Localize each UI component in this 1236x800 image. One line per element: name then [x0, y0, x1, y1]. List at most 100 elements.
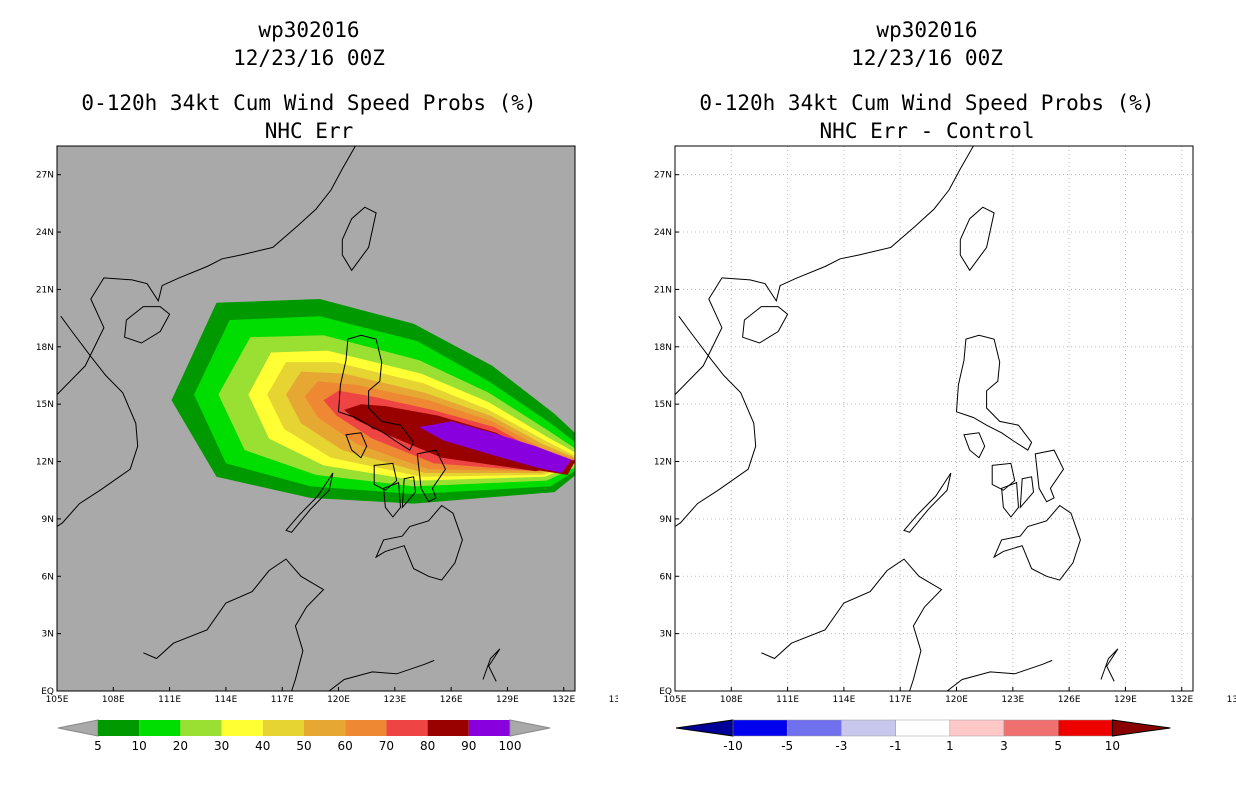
lon-tick-label: 132E — [552, 695, 575, 705]
lat-tick-label: EQ — [659, 687, 672, 697]
coast-palawan — [285, 472, 334, 533]
lon-tick-label: 111E — [776, 695, 799, 705]
coast-taiwan — [341, 206, 377, 272]
panel-title-product: 0-120h 34kt Cum Wind Speed Probs (%) — [81, 91, 537, 115]
coast-vietnam — [675, 315, 757, 527]
lon-tick-label: 111E — [158, 695, 181, 705]
lat-tick-label: 6N — [42, 572, 54, 582]
colorbar-arrow-high — [1111, 719, 1171, 737]
coast-negros — [383, 481, 402, 518]
colorbar-label: 1 — [946, 739, 954, 753]
colorbar-arrow-low — [675, 719, 734, 737]
colorbar-label: 40 — [255, 739, 270, 753]
coast-borneo — [761, 558, 943, 691]
coast-vietnam — [57, 315, 139, 527]
panel-title-storm-id: wp302016 — [258, 18, 360, 42]
coast-palawan — [903, 472, 952, 533]
coast-sulawesi — [328, 659, 435, 691]
colorbar-swatch — [732, 719, 788, 737]
coast-samar-leyte — [416, 449, 447, 503]
lat-tick-label: 15N — [654, 400, 672, 410]
coast-palau — [1227, 544, 1231, 552]
colorbar-label: -10 — [723, 739, 743, 753]
colorbar-swatch — [304, 720, 346, 736]
coast-hainan — [742, 306, 789, 344]
colorbar-label: 50 — [296, 739, 311, 753]
colorbar-label: 3 — [1000, 739, 1008, 753]
map-background — [675, 146, 1193, 691]
coast-mindanao — [375, 504, 463, 581]
colorbar-swatch — [180, 720, 222, 736]
colorbar-label: -5 — [781, 739, 793, 753]
lat-tick-label: 15N — [36, 400, 54, 410]
lat-tick-label: 3N — [42, 630, 54, 640]
colorbar-swatch — [841, 719, 896, 737]
lon-tick-label: 123E — [1001, 695, 1024, 705]
colorbar-swatch — [949, 719, 1005, 737]
colorbar-label: 10 — [132, 739, 147, 753]
coast-mainland-asia — [57, 146, 356, 395]
lon-tick-label: 120E — [327, 695, 350, 705]
coast-palau — [609, 544, 613, 552]
colorbar-swatch — [1003, 719, 1059, 737]
map-frame — [56, 145, 576, 692]
probability-map: 105E 108E 111E 114E 117E 120E 123E 126E 129E 132E… — [36, 145, 618, 753]
coast-cebu — [1019, 476, 1035, 509]
colorbar-label: 100 — [499, 739, 522, 753]
lat-tick-label: 18N — [36, 343, 54, 353]
colorbar-label: 30 — [214, 739, 229, 753]
lon-tick-label: 135E — [609, 695, 618, 705]
coast-halmahera — [482, 648, 501, 682]
lat-tick-label: 24N — [36, 228, 54, 238]
colorbar-swatch — [262, 720, 304, 736]
colorbar: -10 -5 -3 -1 1 3 5 10 — [675, 719, 1171, 753]
coast-sulawesi — [946, 659, 1053, 691]
coast-borneo — [143, 558, 325, 691]
colorbar-label: 60 — [338, 739, 353, 753]
lat-tick-label: 18N — [654, 343, 672, 353]
coast-taiwan — [959, 206, 995, 272]
lat-tick-label: 6N — [660, 572, 672, 582]
coast-mainland-asia — [675, 146, 974, 395]
colorbar-label: 20 — [173, 739, 188, 753]
panel-title-storm-id: wp302016 — [876, 18, 978, 42]
panel-title-variant: NHC Err — [264, 119, 354, 143]
coast-cebu — [401, 476, 417, 509]
lon-tick-label: 126E — [1058, 695, 1081, 705]
panel-title-variant: NHC Err - Control — [819, 119, 1035, 143]
lat-tick-label: EQ — [41, 687, 54, 697]
colorbar-swatch — [1057, 719, 1113, 737]
colorbar-swatch — [139, 720, 181, 736]
colorbar-swatch — [345, 720, 387, 736]
lat-tick-label: 27N — [36, 171, 54, 181]
panel-nhc-err: wp302016 12/23/16 00Z 0-120h 34kt Cum Wi… — [36, 18, 618, 753]
coast-mindanao — [993, 504, 1081, 581]
panel-nhc-err-control: wp302016 12/23/16 00Z 0-120h 34kt Cum Wi… — [618, 0, 1236, 800]
lon-tick-label: 114E — [214, 695, 237, 705]
colorbar-label: 90 — [461, 739, 476, 753]
lon-tick-label: 123E — [383, 695, 406, 705]
coast-mindoro — [345, 432, 368, 459]
lon-tick-label: 108E — [102, 695, 125, 705]
colorbar-swatch — [386, 720, 428, 736]
lat-tick-label: 21N — [654, 285, 672, 295]
lat-tick-label: 24N — [654, 228, 672, 238]
coast-hainan — [124, 306, 171, 344]
lon-tick-label: 129E — [496, 695, 519, 705]
coast-negros — [1001, 481, 1020, 518]
lat-tick-label: 21N — [36, 285, 54, 295]
lat-tick-label: 3N — [660, 630, 672, 640]
lon-tick-label: 105E — [46, 695, 69, 705]
coast-luzon — [337, 334, 415, 451]
colorbar-label: 70 — [379, 739, 394, 753]
coast-samar-leyte — [1034, 449, 1065, 503]
panel-title-product: 0-120h 34kt Cum Wind Speed Probs (%) — [699, 91, 1155, 115]
lon-tick-label: 105E — [664, 695, 687, 705]
panel-title-datetime: 12/23/16 00Z — [233, 46, 385, 70]
difference-map: 105E 108E 111E 114E 117E 120E 123E 126E 129E 132E… — [654, 145, 1236, 753]
coast-mindoro — [963, 432, 986, 459]
lon-tick-label: 129E — [1114, 695, 1137, 705]
coast-halmahera — [1100, 648, 1119, 682]
colorbar-label: -1 — [890, 739, 902, 753]
lon-tick-label: 117E — [271, 695, 294, 705]
